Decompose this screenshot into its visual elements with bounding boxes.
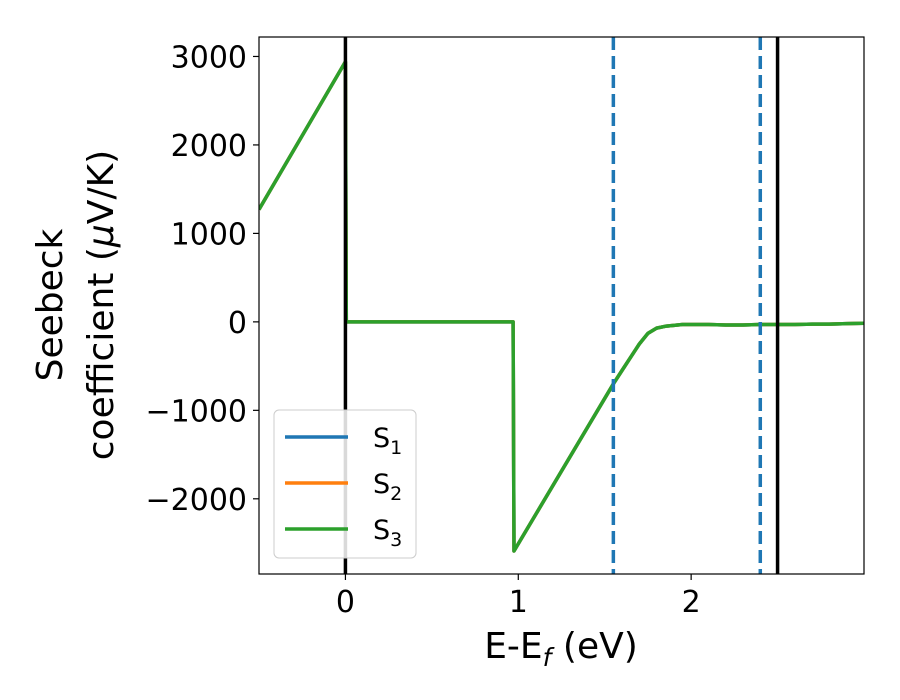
y-tick-label: 2000 — [171, 129, 247, 164]
x-tick-label: 1 — [509, 585, 528, 620]
legend-label-s1: S1 — [373, 423, 402, 459]
y-axis-label-line2: coefficient (μV/K) — [81, 150, 122, 460]
plot-area — [259, 37, 864, 574]
x-tick-label: 2 — [682, 585, 701, 620]
y-tick-label: 3000 — [171, 40, 247, 75]
series-line-s3 — [259, 60, 864, 553]
y-tick-label: 1000 — [171, 217, 247, 252]
axes-frame — [258, 36, 865, 575]
y-axis-label-line1: Seebeck — [30, 228, 71, 381]
legend: S1 S2 S3 — [273, 409, 417, 559]
y-tick-label: −1000 — [146, 394, 247, 429]
legend-label-s3: S3 — [373, 515, 402, 551]
x-tick-label: 0 — [336, 585, 355, 620]
legend-label-s2: S2 — [373, 469, 402, 505]
axis-ticks: 0 1 2 3000 2000 1000 0 −1000 −2000 — [146, 40, 701, 620]
plot-clip-group — [259, 37, 864, 574]
x-axis-label: E-Ef (eV) — [484, 626, 638, 672]
y-tick-label: −2000 — [146, 483, 247, 518]
y-tick-label: 0 — [228, 306, 247, 341]
